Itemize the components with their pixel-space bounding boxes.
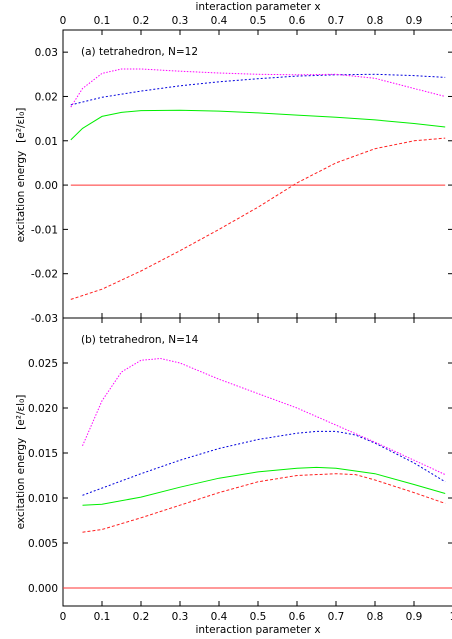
top-x-tick-label: 1 bbox=[450, 15, 452, 27]
bottom-x-tick-label: 0.6 bbox=[289, 611, 306, 623]
panel-a-y-axis-label: excitation energy[e²/εl₀] bbox=[15, 108, 27, 243]
panel-a-y-tick-label: -0.02 bbox=[31, 269, 58, 281]
panel-b-series-3-line bbox=[82, 430, 446, 496]
bottom-x-tick-label: 0.8 bbox=[367, 611, 384, 623]
panel-b-plot: (b) tetrahedron, N=14 excitation energy[… bbox=[15, 317, 452, 623]
panel-a-series-2-line bbox=[70, 109, 446, 141]
panel-a-y-tick-label: 0.03 bbox=[35, 47, 58, 59]
panel-b-y-tick-label: 0.005 bbox=[28, 538, 58, 550]
panel-b-series-2-line bbox=[82, 466, 446, 506]
bottom-x-tick-label: 0 bbox=[60, 611, 67, 623]
top-x-tick-label: 0.8 bbox=[367, 15, 384, 27]
bottom-x-axis-label: interaction parameter x bbox=[195, 624, 320, 636]
panel-b-series-1-line bbox=[82, 473, 446, 533]
top-x-tick-label: 0.3 bbox=[172, 15, 189, 27]
bottom-x-tick-label: 0.2 bbox=[133, 611, 150, 623]
bottom-x-tick-label: 0.5 bbox=[250, 611, 267, 623]
panel-b-y-tick-label: 0.020 bbox=[28, 403, 58, 415]
panel-a-y-tick-label: -0.03 bbox=[31, 313, 58, 325]
bottom-x-tick-label: 1 bbox=[450, 611, 452, 623]
panel-a-series-3-line bbox=[70, 73, 446, 106]
panel-b-y-tick-label: 0.025 bbox=[28, 358, 58, 370]
bottom-x-tick-label: 0.3 bbox=[172, 611, 189, 623]
panel-a-y-tick-label: -0.01 bbox=[31, 224, 58, 236]
panel-a-frame bbox=[62, 29, 452, 319]
top-x-tick-label: 0.1 bbox=[94, 15, 111, 27]
top-x-tick-label: 0.7 bbox=[328, 15, 345, 27]
panel-b-y-axis-label: excitation energy[e²/εl₀] bbox=[15, 395, 27, 530]
top-x-axis-label: interaction parameter x bbox=[195, 1, 320, 13]
bottom-x-tick-label: 0.1 bbox=[94, 611, 111, 623]
top-x-tick-label: 0.5 bbox=[250, 15, 267, 27]
panel-b-y-tick-label: 0.000 bbox=[28, 583, 58, 595]
panel-b-series-4-line bbox=[82, 357, 446, 476]
panel-b-y-tick-label: 0.015 bbox=[28, 448, 58, 460]
panel-a-y-tick-label: 0.01 bbox=[35, 136, 58, 148]
panel-b-frame bbox=[62, 317, 452, 607]
panel-a-y-tick-label: 0.00 bbox=[35, 180, 58, 192]
panel-b-y-tick-label: 0.010 bbox=[28, 493, 58, 505]
bottom-x-tick-label: 0.4 bbox=[211, 611, 228, 623]
panel-a-series-1-line bbox=[70, 137, 446, 300]
bottom-x-tick-label: 0.9 bbox=[406, 611, 423, 623]
top-x-tick-label: 0.2 bbox=[133, 15, 150, 27]
top-x-tick-label: 0.4 bbox=[211, 15, 228, 27]
panel-a-y-tick-label: 0.02 bbox=[35, 91, 58, 103]
top-x-tick-label: 0.6 bbox=[289, 15, 306, 27]
panel-a-title: (a) tetrahedron, N=12 bbox=[81, 46, 198, 58]
bottom-x-tick-label: 0.7 bbox=[328, 611, 345, 623]
panel-b-title: (b) tetrahedron, N=14 bbox=[81, 334, 199, 346]
top-x-tick-label: 0 bbox=[60, 15, 67, 27]
panel-a-plot: (a) tetrahedron, N=12 excitation energy[… bbox=[15, 15, 452, 325]
top-x-tick-label: 0.9 bbox=[406, 15, 423, 27]
